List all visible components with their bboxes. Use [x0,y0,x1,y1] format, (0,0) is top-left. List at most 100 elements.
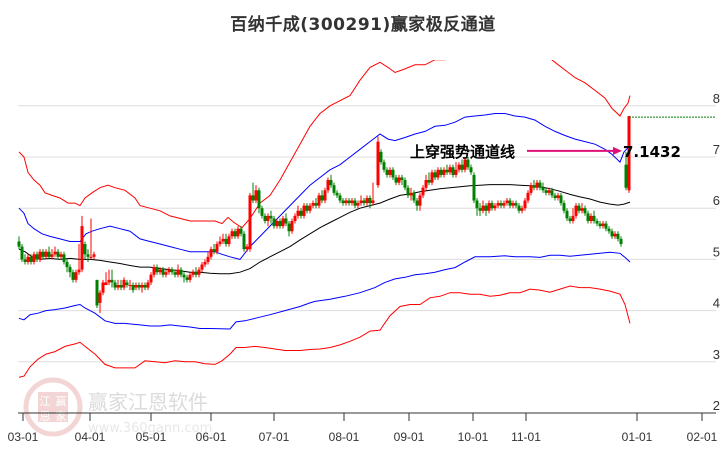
watermark: 江赢恩 家 赢家江恩软件 www.360gann.com [23,377,212,437]
candle [421,187,425,196]
candle [305,205,309,211]
candle [143,285,147,288]
candle [236,228,240,237]
candle [113,282,117,288]
candle [125,282,129,285]
candle [161,269,165,275]
candle [577,205,581,211]
candle [613,233,617,237]
candle [379,151,383,163]
candle [56,251,60,257]
candle [508,200,512,206]
candle [221,238,225,242]
candle [137,285,141,288]
candle [128,285,132,286]
candle [490,203,494,209]
x-tick-label: 02-01 [687,430,718,444]
candle [281,218,285,227]
annotation-value: 7.1432 [623,143,681,161]
candle [523,200,527,209]
upper-inner-band [18,113,629,260]
candle [320,195,324,201]
candle [77,269,81,273]
candle [556,195,560,198]
candle [436,169,440,178]
candle [409,192,413,196]
candle [212,249,216,252]
candle [487,203,491,211]
y-tick-label: 3 [713,347,720,362]
candle [134,285,138,288]
candlesticks [17,116,716,314]
candle [68,267,72,273]
y-tick-label: 4 [713,296,720,311]
candle [140,285,144,288]
candle [41,251,45,257]
candle [29,256,33,262]
x-tick-label: 07-01 [259,430,290,444]
candle [38,251,42,260]
candle [493,205,497,209]
candle [559,195,563,204]
candle [356,203,360,206]
candle [353,200,357,206]
candle [311,203,315,206]
candle [463,159,467,170]
candle [254,190,258,201]
candle [430,172,434,183]
candle [547,190,551,193]
candle [146,282,150,288]
candle [299,210,303,216]
candle [155,267,159,273]
candle [362,200,366,204]
x-tick-label: 08-01 [329,430,360,444]
candle [227,236,231,245]
annotation-label: 上穿强势通道线 [410,143,515,161]
candle [412,192,416,201]
candle [350,200,354,204]
chart-title: 百纳千成(300291)赢家极反通道 [230,15,496,35]
candle [32,254,36,262]
candle [448,167,452,173]
svg-text:恩: 恩 [40,410,51,423]
y-axis: 2 3 4 5 6 7 8 [713,91,720,413]
candle [610,231,614,237]
candle [338,195,342,201]
candle [119,285,123,288]
candle [248,195,252,250]
candle [376,141,380,186]
candle [481,205,485,211]
candle [514,203,518,206]
candle [23,259,27,262]
candle [472,174,476,201]
candle [86,254,90,257]
seal-icon [23,377,83,437]
candle [607,228,611,232]
candle [110,279,114,283]
candle [167,269,171,273]
candle [278,221,282,227]
candle [511,203,515,206]
x-tick-label: 09-01 [394,430,425,444]
candle [272,218,276,227]
candle [571,215,575,221]
candle [397,177,401,183]
candle [104,282,108,285]
candle [287,223,291,232]
candle [592,215,596,221]
candle [53,251,57,255]
candle [122,279,126,288]
candle [326,180,330,191]
candle [442,169,446,175]
candle [302,205,306,216]
candle [98,292,102,303]
candle [424,180,428,188]
candle [439,169,443,175]
svg-text:江: 江 [40,395,51,408]
candle [565,210,569,219]
candle [293,215,297,221]
x-tick-label: 10-01 [458,430,489,444]
candle [62,254,66,262]
candle [403,180,407,188]
